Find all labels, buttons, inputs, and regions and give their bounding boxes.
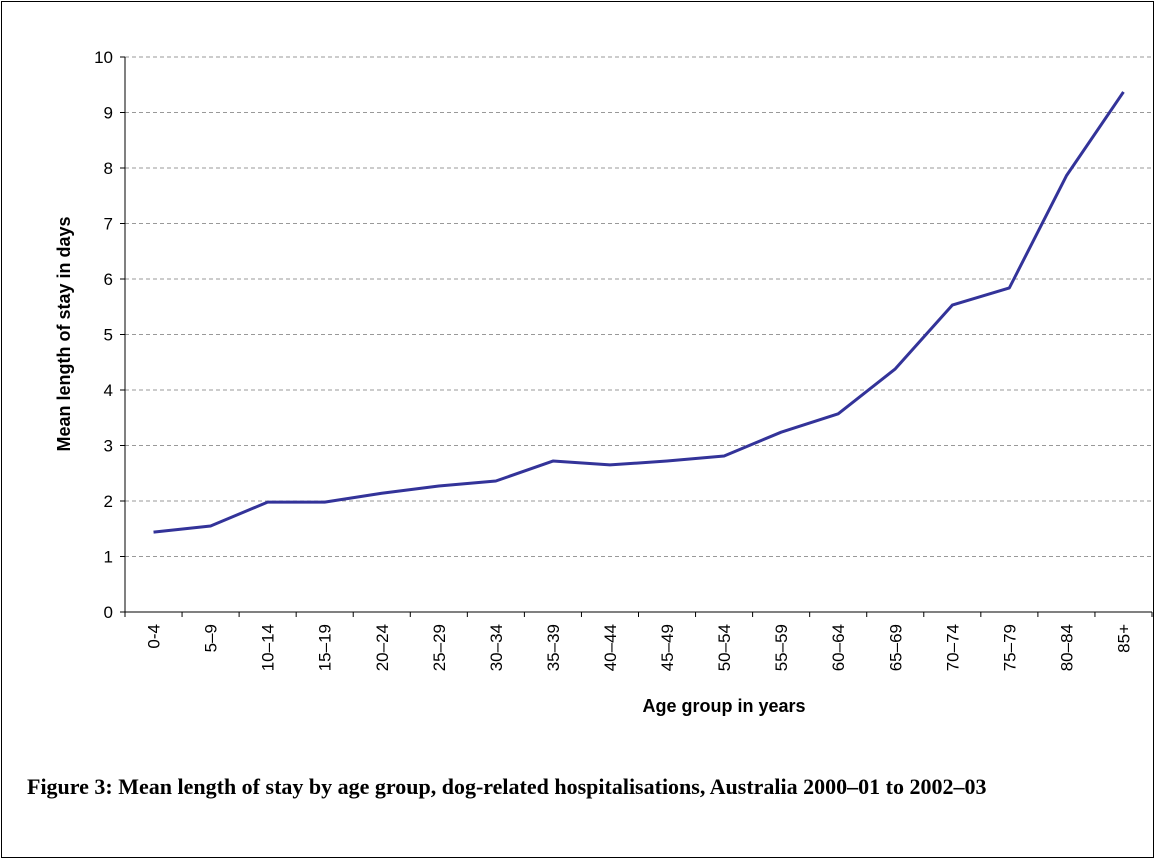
x-tick-label: 5–9 (202, 624, 221, 652)
x-tick-label: 35–39 (544, 624, 563, 671)
y-tick-label: 4 (104, 381, 113, 400)
y-tick-label: 6 (104, 270, 113, 289)
x-tick-label: 45–49 (658, 624, 677, 671)
y-tick-label: 0 (104, 603, 113, 622)
x-tick-label: 30–34 (487, 624, 506, 671)
x-tick-label: 60–64 (829, 624, 848, 671)
data-line (153, 91, 1125, 534)
x-tick-label: 55–59 (772, 624, 791, 671)
x-tick-label: 10–14 (259, 624, 278, 671)
y-tick-label: 5 (104, 326, 113, 345)
y-tick-label: 8 (104, 159, 113, 178)
x-tick-label: 80–84 (1057, 624, 1076, 671)
x-tick-label: 15–19 (316, 624, 335, 671)
y-tick-label: 10 (94, 48, 113, 67)
x-tick-label: 25–29 (430, 624, 449, 671)
figure-caption: Figure 3: Mean length of stay by age gro… (27, 774, 987, 799)
y-tick-label: 7 (104, 215, 113, 234)
x-tick-label: 20–24 (373, 624, 392, 671)
x-tick-label: 0-4 (145, 624, 164, 649)
y-axis-title: Mean length of stay in days (54, 216, 74, 451)
x-tick-label: 65–69 (886, 624, 905, 671)
y-tick-label: 3 (104, 437, 113, 456)
x-tick-label: 40–44 (601, 624, 620, 671)
x-axis-title: Age group in years (642, 696, 805, 716)
x-tick-label: 70–74 (943, 624, 962, 671)
y-tick-label: 1 (104, 548, 113, 567)
x-tick-label: 50–54 (715, 624, 734, 671)
x-tick-label: 85+ (1114, 624, 1133, 653)
x-tick-label: 75–79 (1000, 624, 1019, 671)
y-tick-label: 9 (104, 104, 113, 123)
y-tick-label: 2 (104, 492, 113, 511)
